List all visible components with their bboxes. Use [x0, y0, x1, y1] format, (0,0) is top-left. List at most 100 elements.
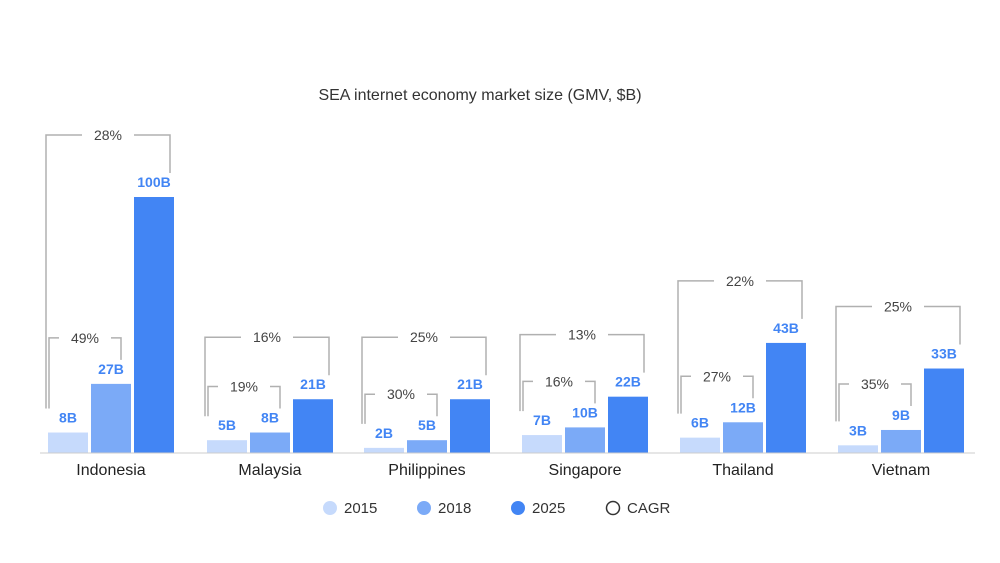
cagr-inner-thailand: 27%: [680, 368, 754, 414]
value-label-thailand-2025: 43B: [773, 320, 799, 336]
bar-vietnam-2015: [838, 445, 878, 453]
legend-label-cagr: CAGR: [627, 500, 671, 517]
value-label-malaysia-2015: 5B: [218, 417, 236, 433]
cagr-outer-indonesia-left-line: [45, 134, 82, 409]
cagr-inner-vietnam-left-line: [838, 383, 849, 422]
value-label-philippines-2018: 5B: [418, 417, 436, 433]
cagr-inner-philippines: 30%: [364, 386, 438, 424]
cagr-inner-singapore-left-line: [522, 380, 533, 412]
cagr-outer-malaysia-label: 16%: [253, 329, 281, 345]
cagr-outer-singapore-right-line: [608, 333, 645, 373]
value-label-vietnam-2015: 3B: [849, 422, 867, 438]
cagr-outer-malaysia: 16%: [204, 329, 330, 417]
cagr-inner-thailand-label: 27%: [703, 368, 731, 384]
cagr-outer-vietnam-right-line: [924, 305, 961, 345]
cagr-inner-malaysia-left-line: [207, 385, 218, 417]
bar-philippines-2018: [407, 440, 447, 453]
cagr-inner-thailand-right-line: [743, 375, 754, 399]
cagr-inner-vietnam: 35%: [838, 376, 912, 422]
category-labels: Indonesia Malaysia Philippines Singapore Tha…: [76, 462, 930, 479]
cagr-outer-vietnam: 25%: [835, 299, 961, 422]
cagr-inner-malaysia-right-line: [270, 385, 281, 409]
bar-vietnam-2025: [924, 368, 964, 453]
bar-indonesia-2018: [91, 383, 131, 453]
cagr-outer-thailand-right-line: [766, 280, 803, 319]
value-label-philippines-2015: 2B: [375, 425, 393, 441]
legend-swatch-2025: [511, 501, 525, 515]
category-label-vietnam: Vietnam: [872, 462, 930, 479]
chart-title: SEA internet economy market size (GMV, $…: [318, 87, 641, 104]
cagr-inner-indonesia-label: 49%: [71, 330, 99, 346]
cagr-outer-singapore-left-line: [519, 333, 556, 412]
bar-philippines-2025: [450, 399, 490, 453]
cagr-outer-indonesia-label: 28%: [94, 127, 122, 143]
value-label-vietnam-2018: 9B: [892, 407, 910, 423]
legend-label-2018: 2018: [438, 500, 471, 517]
cagr-outer-thailand: 22%: [677, 273, 803, 414]
cagr-inner-indonesia-left-line: [48, 337, 59, 409]
cagr-outer-thailand-label: 22%: [726, 273, 754, 289]
bar-thailand-2025: [766, 342, 806, 453]
cagr-brackets: 49% 28% 19% 16% 30% 25% 16% 13% 27% 22% 35% 25%: [45, 127, 961, 424]
bar-philippines-2015: [364, 447, 404, 453]
legend-swatch-2015: [323, 501, 337, 515]
value-label-indonesia-2015: 8B: [59, 410, 77, 426]
cagr-inner-singapore: 16%: [522, 373, 596, 412]
cagr-outer-indonesia: 28%: [45, 127, 171, 409]
bar-singapore-2018: [565, 427, 605, 453]
bar-singapore-2025: [608, 396, 648, 453]
legend: 2015 2018 2025 CAGR: [323, 500, 671, 517]
cagr-inner-indonesia: 49%: [48, 330, 122, 409]
value-label-thailand-2015: 6B: [691, 415, 709, 431]
legend-swatch-2018: [417, 501, 431, 515]
value-label-indonesia-2025: 100B: [137, 174, 170, 190]
cagr-inner-vietnam-label: 35%: [861, 376, 889, 392]
category-label-philippines: Philippines: [388, 462, 465, 479]
cagr-outer-philippines-left-line: [361, 336, 398, 424]
cagr-inner-malaysia-label: 19%: [230, 379, 258, 395]
category-label-singapore: Singapore: [549, 462, 622, 479]
legend-label-2025: 2025: [532, 500, 565, 517]
cagr-inner-philippines-left-line: [364, 393, 375, 424]
cagr-outer-thailand-left-line: [677, 280, 714, 414]
cagr-outer-singapore: 13%: [519, 327, 645, 412]
value-labels: 8B 27B 100B 5B 8B 21B 2B 5B 21B 7B 10B 22B 6B 12B 43B 3…: [59, 174, 957, 441]
bar-malaysia-2018: [250, 432, 290, 453]
cagr-outer-vietnam-label: 25%: [884, 299, 912, 315]
cagr-outer-malaysia-left-line: [204, 336, 241, 417]
value-label-singapore-2025: 22B: [615, 374, 641, 390]
category-label-thailand: Thailand: [712, 462, 773, 479]
legend-label-2015: 2015: [344, 500, 377, 517]
bar-vietnam-2018: [881, 429, 921, 453]
value-label-singapore-2018: 10B: [572, 404, 598, 420]
bar-thailand-2015: [680, 437, 720, 453]
cagr-inner-philippines-label: 30%: [387, 386, 415, 402]
cagr-outer-philippines-label: 25%: [410, 329, 438, 345]
value-label-singapore-2015: 7B: [533, 412, 551, 428]
cagr-inner-malaysia: 19%: [207, 379, 281, 417]
value-label-malaysia-2025: 21B: [300, 376, 326, 392]
bar-singapore-2015: [522, 435, 562, 453]
category-label-malaysia: Malaysia: [238, 462, 301, 479]
bar-indonesia-2015: [48, 432, 88, 453]
cagr-inner-thailand-left-line: [680, 375, 691, 414]
cagr-outer-singapore-label: 13%: [568, 327, 596, 343]
value-label-malaysia-2018: 8B: [261, 410, 279, 426]
cagr-outer-philippines-right-line: [450, 336, 487, 376]
legend-swatch-cagr: [605, 500, 621, 516]
value-label-indonesia-2018: 27B: [98, 361, 124, 377]
cagr-inner-philippines-right-line: [427, 393, 438, 417]
cagr-outer-malaysia-right-line: [293, 336, 330, 376]
value-label-philippines-2025: 21B: [457, 376, 483, 392]
cagr-inner-vietnam-right-line: [901, 383, 912, 406]
bar-indonesia-2025: [134, 197, 174, 453]
bar-malaysia-2025: [293, 399, 333, 453]
value-label-thailand-2018: 12B: [730, 399, 756, 415]
value-label-vietnam-2025: 33B: [931, 346, 957, 362]
bar-thailand-2018: [723, 422, 763, 453]
cagr-inner-singapore-right-line: [585, 380, 596, 404]
cagr-inner-indonesia-right-line: [111, 337, 122, 360]
bar-malaysia-2015: [207, 440, 247, 453]
cagr-outer-vietnam-left-line: [835, 305, 872, 422]
